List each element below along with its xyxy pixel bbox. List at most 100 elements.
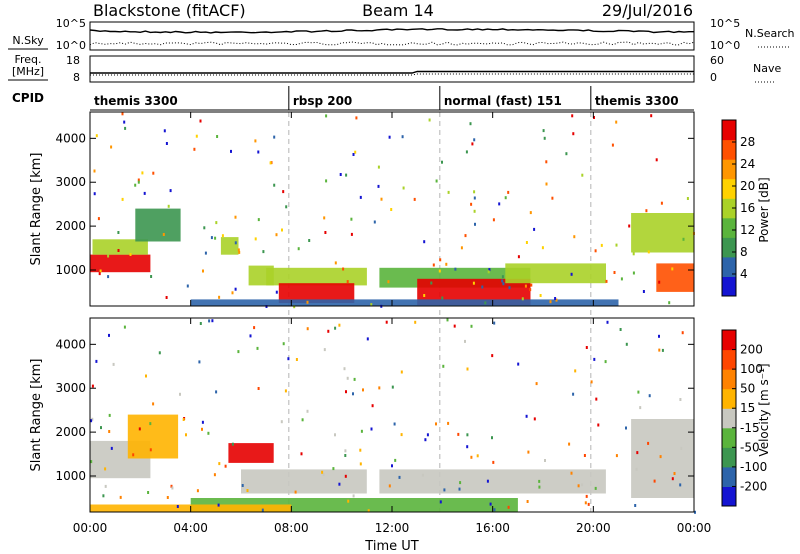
velocity-speckle [470,324,473,328]
velocity-speckle [179,392,181,396]
power-speckle [325,114,328,118]
power-speckle [216,135,219,138]
velocity-speckle [344,449,347,453]
velocity-speckle [104,467,107,471]
velocity-speckle [280,420,283,424]
nsky-trace [89,28,694,34]
velocity-speckle [636,451,639,455]
power-speckle [262,250,265,254]
velocity-speckle [634,504,637,507]
power-speckle [470,202,473,206]
power-speckle [402,186,405,190]
velocity-speckle [359,448,362,452]
power-speckle [521,297,524,301]
y-tick-label: 3000 [55,175,86,189]
power-speckle [647,250,650,254]
velocity-speckle [231,442,234,446]
velocity-speckle [493,508,496,512]
velocity-speckle [466,445,469,449]
power-speckle [95,134,98,138]
velocity-speckle [525,414,528,418]
velocity-speckle [132,453,135,457]
power-speckle [472,281,475,285]
velocity-speckle [535,382,538,386]
velocity-speckle [679,483,682,487]
cpid-segment-label: normal (fast) 151 [444,94,562,108]
velocity-speckle [584,501,587,505]
power-speckle [165,142,168,145]
power-speckle [430,281,433,285]
velocity-colorbar-swatch [722,369,736,390]
power-colorbar-tick-label: 20 [740,179,755,193]
power-speckle [237,248,240,252]
power-speckle [465,150,468,154]
power-speckle [123,120,126,124]
velocity-speckle [492,460,495,464]
power-speckle [650,114,653,118]
velocity-colorbar-swatch [722,447,736,468]
velocity-speckle [199,322,202,325]
power-speckle [504,196,507,200]
velocity-speckle [570,471,573,475]
velocity-speckle [327,329,330,333]
velocity-speckle [439,500,442,504]
velocity-speckle [217,503,220,507]
velocity-speckle [681,331,684,335]
velocity-speckle [102,494,105,498]
power-speckle [93,169,96,173]
power-speckle [545,182,548,186]
power-speckle [107,254,110,258]
power-speckle [346,280,349,284]
velocity-colorbar-tick-label: -15 [740,421,760,435]
power-speckle [107,275,110,279]
velocity-colorbar-swatch [722,388,736,409]
velocity-speckle [583,454,586,457]
velocity-speckle [201,427,203,431]
velocity-speckle [198,360,201,364]
velocity-speckle [371,404,374,408]
velocity-speckle [470,455,473,459]
power-speckle [152,171,155,175]
velocity-speckle [360,429,363,433]
power-region [278,283,355,303]
power-speckle [543,136,546,140]
velocity-speckle [321,470,324,474]
power-speckle [137,180,140,184]
power-speckle [498,202,501,206]
y-tick-label: 1000 [55,263,86,277]
velocity-speckle [224,464,227,468]
power-speckle [214,236,217,240]
power-colorbar: 28 24 20 16 12 8 4 [721,119,755,297]
power-speckle [686,197,689,200]
velocity-speckle [625,342,628,346]
power-speckle [492,218,495,222]
y-tick-label: 2000 [55,425,86,439]
power-speckle [593,116,595,119]
velocity-speckle [352,494,355,498]
velocity-speckle [91,384,94,388]
velocity-speckle [435,422,437,426]
velocity-speckle [347,499,350,503]
power-speckle [350,232,353,236]
power-speckle [471,142,474,146]
power-speckle [193,147,196,151]
x-tick-label: 00:00 [73,521,108,535]
power-speckle [167,204,170,208]
velocity-speckle [301,418,304,422]
power-speckle [632,271,635,275]
velocity-speckle [486,479,489,483]
power-speckle [234,287,237,291]
velocity-speckle [637,390,640,394]
power-speckle [551,196,554,200]
velocity-colorbar-tick-label: -200 [740,479,767,493]
noise-tick-right-top: 10^5 [710,17,740,30]
power-speckle [658,280,661,284]
power-speckle [234,215,237,219]
velocity-speckle [100,426,102,430]
power-speckle [628,224,631,228]
power-speckle [370,303,373,307]
power-speckle [454,267,457,271]
velocity-speckle [585,346,588,349]
velocity-speckle [332,467,335,471]
power-colorbar-tick-label: 16 [740,201,755,215]
